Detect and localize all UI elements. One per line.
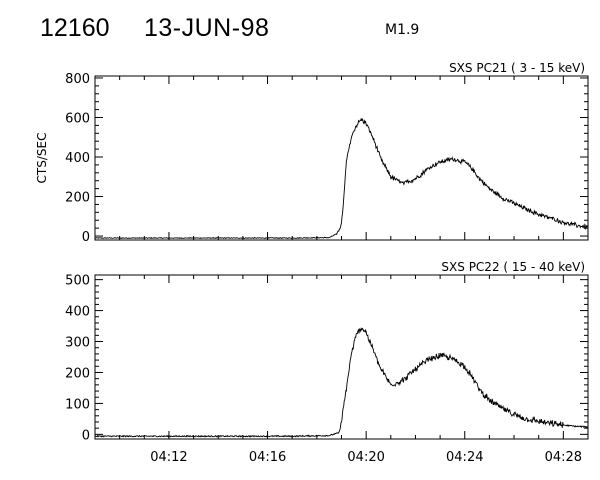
y-tick-label: 0 xyxy=(82,230,90,245)
x-tick-label: 04:12 xyxy=(150,450,187,465)
y-tick-label: 800 xyxy=(65,72,90,87)
event-date: 13-JUN-98 xyxy=(144,14,270,42)
y-tick-label: 300 xyxy=(65,336,90,351)
y-tick-label: 400 xyxy=(65,305,90,320)
panel-title-2: SXS PC22 ( 15 - 40 keV) xyxy=(441,260,585,274)
flare-class: M1.9 xyxy=(385,22,420,38)
series-line-2 xyxy=(94,327,589,438)
y-tick-label: 500 xyxy=(65,274,90,289)
plot-frame-1 xyxy=(94,75,589,241)
event-id: 12160 xyxy=(40,14,110,42)
y-tick-label: 200 xyxy=(65,191,90,206)
series-line-1 xyxy=(94,117,589,240)
y-axis-label: CTS/SEC xyxy=(35,133,49,184)
y-tick-label: 600 xyxy=(65,111,90,126)
x-tick-label: 04:24 xyxy=(446,450,483,465)
y-tick-label: 200 xyxy=(65,366,90,381)
x-tick-label: 04:20 xyxy=(347,450,384,465)
x-tick-label: 04:28 xyxy=(545,450,582,465)
y-tick-label: 100 xyxy=(65,397,90,412)
y-tick-label: 400 xyxy=(65,151,90,166)
panel-title-1: SXS PC21 ( 3 - 15 keV) xyxy=(449,61,585,75)
y-tick-label: 0 xyxy=(82,428,90,443)
x-tick-label: 04:16 xyxy=(249,450,286,465)
